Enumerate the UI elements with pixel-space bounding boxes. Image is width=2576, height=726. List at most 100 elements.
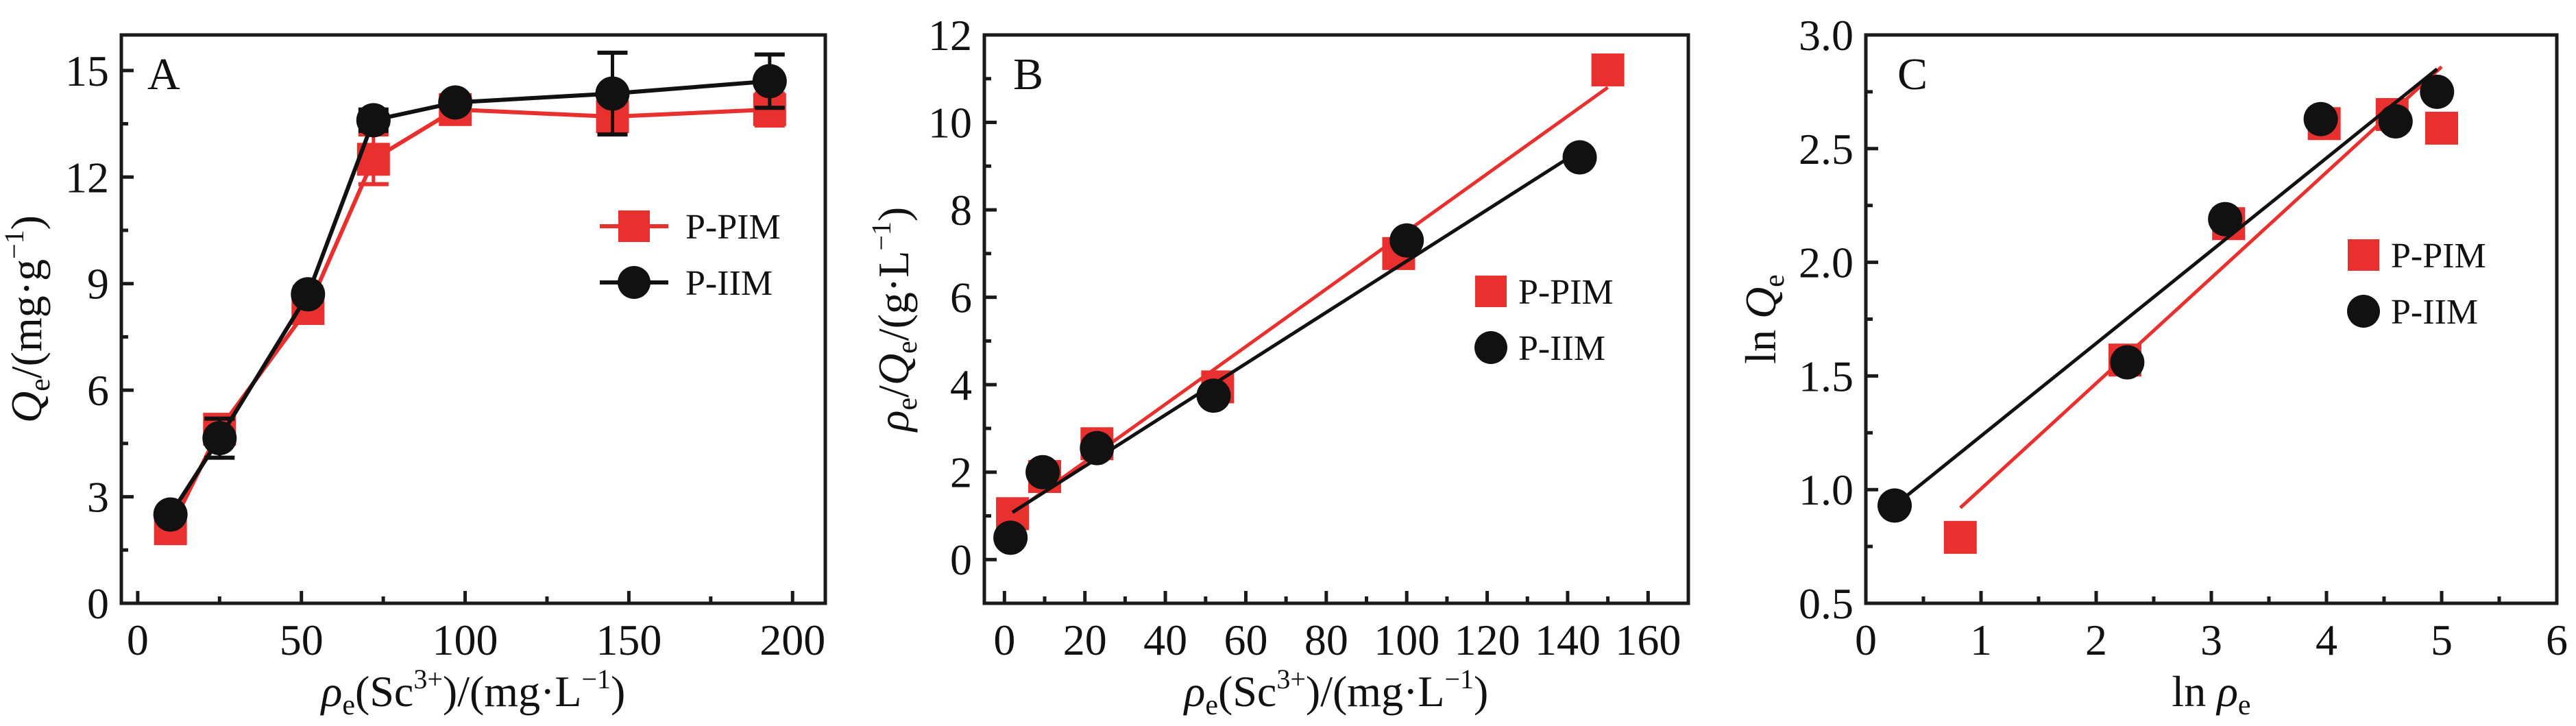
legend-label: P-IIM (685, 264, 773, 303)
legend-marker-square (618, 210, 650, 242)
x-tick-label: 5 (2431, 616, 2453, 664)
y-tick-label: 0.5 (1799, 579, 1854, 628)
y-tick-label: 8 (950, 186, 972, 234)
data-point-circle (2110, 345, 2145, 380)
series-p-iim (993, 140, 1597, 555)
fit-line (1959, 65, 2443, 509)
x-tick-label: 100 (433, 616, 498, 664)
y-tick-label: 1.5 (1799, 352, 1854, 400)
y-tick-label: 2.5 (1799, 125, 1854, 173)
x-tick-label: 4 (2316, 616, 2337, 664)
x-tick-label: 40 (1143, 616, 1187, 664)
data-point-circle (1025, 455, 1060, 489)
legend-label: P-IIM (1518, 329, 1605, 368)
y-tick-label: 9 (87, 260, 109, 308)
data-point-square (1943, 520, 1977, 554)
data-point-circle (2378, 104, 2413, 139)
x-tick-label: 2 (2085, 616, 2107, 664)
legend-item-p-iim: P-IIM (1474, 329, 1605, 368)
x-tick-label: 1 (1970, 616, 1992, 664)
y-tick-label: 15 (65, 47, 109, 95)
legend-marker-square (2348, 239, 2379, 271)
x-tick-label: 20 (1063, 616, 1107, 664)
x-axis-title: ρe(Sc3+)/(mg·L−1) (1183, 664, 1489, 721)
data-point-circle (2420, 74, 2455, 109)
x-tick-label: 140 (1535, 616, 1601, 664)
legend-marker-circle (618, 266, 651, 299)
panel-c-freundlich: 0.5 1.0 1.5 2.0 2.5 3.0 0 1 2 3 4 5 6 Cln ρe ln Qe P-PI… (1736, 11, 2568, 721)
legend-item-p-pim: P-PIM (2348, 237, 2486, 276)
legend-marker-circle (2347, 295, 2380, 328)
data-point-circle (291, 277, 326, 312)
legend-marker-square (1475, 276, 1507, 307)
x-tick-label: 0 (1855, 616, 1877, 664)
legend-item-p-iim: P-IIM (2347, 293, 2478, 332)
fit-line (1893, 67, 2438, 507)
legend-label: P-IIM (2391, 293, 2478, 332)
x-tick-label: 200 (760, 616, 825, 664)
x-axis-title: ρe(Sc3+)/(mg·L−1) (320, 664, 626, 721)
legend: P-PIM P-IIM (600, 208, 781, 303)
data-point-square (2425, 111, 2458, 145)
y-tick-label: 0 (87, 579, 109, 628)
data-point-circle (1562, 140, 1597, 175)
data-point-circle (202, 421, 237, 456)
y-tick-label: 6 (950, 274, 972, 322)
data-point-circle (438, 85, 473, 120)
y-tick-label: 1.0 (1799, 465, 1854, 514)
series-p-iim (1878, 67, 2455, 523)
legend: P-PIM P-IIM (2347, 237, 2486, 332)
x-tick-label: 150 (596, 616, 661, 664)
data-point-circle (1196, 378, 1231, 413)
legend-label: P-PIM (685, 208, 781, 247)
x-tick-label: 0 (993, 616, 1015, 664)
legend-label: P-PIM (1518, 273, 1614, 312)
series-p-pim (1943, 65, 2458, 554)
data-point-circle (1080, 431, 1115, 465)
y-axis-title: ln Qe (1736, 274, 1790, 364)
data-point-circle (1878, 488, 1912, 523)
panel-letter: B (1013, 49, 1043, 99)
series-line (169, 79, 770, 516)
data-point-square (1591, 53, 1625, 87)
legend-label: P-PIM (2391, 237, 2486, 276)
y-tick-label: 3.0 (1799, 11, 1854, 60)
y-tick-label: 12 (928, 11, 972, 60)
plot-frame (119, 33, 827, 605)
x-tick-label: 60 (1224, 616, 1267, 664)
x-tick-label: 0 (127, 616, 149, 664)
data-point-circle (2303, 101, 2338, 136)
legend-item-p-pim: P-PIM (1475, 273, 1614, 312)
plot-frame (982, 33, 1690, 605)
series-line (168, 107, 770, 530)
data-point-circle (595, 76, 630, 111)
y-tick-label: 3 (87, 473, 109, 522)
data-point-circle (1389, 223, 1424, 258)
x-tick-label: 3 (2200, 616, 2222, 664)
y-tick-label: 2 (950, 448, 972, 497)
x-tick-label: 100 (1374, 616, 1439, 664)
legend: P-PIM P-IIM (1474, 273, 1614, 368)
series-p-iim (153, 50, 787, 532)
x-tick-label: 80 (1304, 616, 1348, 664)
data-point-circle (993, 520, 1028, 555)
y-tick-label: 2.0 (1799, 239, 1854, 287)
x-tick-label: 6 (2546, 616, 2568, 664)
x-axis-title: ln ρe (2172, 667, 2250, 721)
y-tick-label: 6 (87, 366, 109, 415)
y-tick-label: 4 (950, 361, 972, 409)
legend-marker-circle (1474, 331, 1507, 364)
x-tick-label: 160 (1615, 616, 1681, 664)
panel-letter: C (1897, 49, 1928, 99)
y-tick-label: 10 (928, 99, 972, 147)
x-tick-label: 120 (1455, 616, 1520, 664)
data-point-circle (2208, 202, 2243, 237)
x-tick-label: 50 (280, 616, 324, 664)
y-tick-label: 0 (950, 535, 972, 584)
data-point-circle (356, 103, 391, 138)
series-p-pim (154, 91, 786, 546)
y-axis-title: Qe/(mg·g−1) (0, 215, 56, 423)
